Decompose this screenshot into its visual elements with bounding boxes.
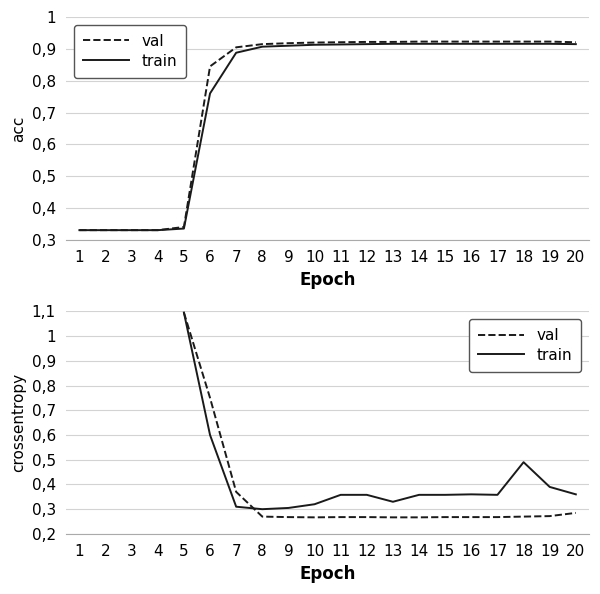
Line: val: val	[184, 312, 576, 517]
X-axis label: Epoch: Epoch	[299, 271, 356, 289]
train	[415, 491, 422, 498]
train	[128, 226, 135, 233]
train	[572, 40, 580, 48]
train	[442, 491, 449, 498]
train	[311, 501, 318, 508]
val	[233, 44, 240, 51]
val	[572, 39, 580, 46]
train	[363, 491, 370, 498]
train	[233, 503, 240, 510]
val	[389, 39, 397, 46]
val	[363, 39, 370, 46]
train	[363, 40, 370, 48]
val	[233, 488, 240, 495]
val	[285, 514, 292, 521]
val	[389, 514, 397, 521]
val	[494, 38, 501, 45]
train	[102, 226, 109, 233]
val	[128, 226, 135, 233]
val	[520, 513, 527, 520]
val	[285, 40, 292, 47]
val	[520, 38, 527, 45]
Y-axis label: acc: acc	[11, 115, 26, 141]
train	[233, 49, 240, 56]
train	[206, 90, 214, 97]
train	[285, 504, 292, 511]
train	[76, 226, 83, 233]
val	[363, 514, 370, 521]
val	[468, 38, 475, 45]
train	[494, 491, 501, 498]
val	[206, 394, 214, 402]
val	[259, 40, 266, 48]
val	[442, 514, 449, 521]
val	[76, 226, 83, 233]
val	[546, 513, 553, 520]
train	[259, 505, 266, 513]
val	[442, 38, 449, 45]
val	[181, 223, 188, 230]
train	[442, 40, 449, 48]
train	[337, 491, 344, 498]
Line: train: train	[79, 44, 576, 230]
train	[520, 40, 527, 48]
train	[389, 498, 397, 505]
train	[415, 40, 422, 48]
train	[259, 43, 266, 50]
val	[102, 226, 109, 233]
Line: val: val	[79, 42, 576, 230]
train	[520, 459, 527, 466]
train	[181, 309, 188, 316]
val	[337, 514, 344, 521]
val	[259, 513, 266, 520]
train	[572, 491, 580, 498]
val	[181, 309, 188, 316]
val	[311, 39, 318, 46]
train	[389, 40, 397, 48]
val	[154, 226, 161, 233]
train	[285, 42, 292, 49]
val	[572, 509, 580, 516]
train	[546, 484, 553, 491]
X-axis label: Epoch: Epoch	[299, 565, 356, 583]
train	[206, 431, 214, 438]
train	[546, 40, 553, 48]
val	[415, 514, 422, 521]
Legend: val, train: val, train	[469, 319, 581, 372]
train	[337, 41, 344, 48]
val	[468, 514, 475, 521]
val	[337, 39, 344, 46]
train	[494, 40, 501, 48]
train	[154, 226, 161, 233]
val	[494, 514, 501, 521]
val	[546, 38, 553, 45]
val	[206, 63, 214, 70]
Line: train: train	[184, 312, 576, 509]
val	[311, 514, 318, 521]
val	[415, 38, 422, 45]
train	[468, 40, 475, 48]
Y-axis label: crossentropy: crossentropy	[11, 373, 26, 472]
train	[181, 225, 188, 232]
train	[468, 491, 475, 498]
train	[311, 41, 318, 48]
Legend: val, train: val, train	[74, 25, 186, 78]
